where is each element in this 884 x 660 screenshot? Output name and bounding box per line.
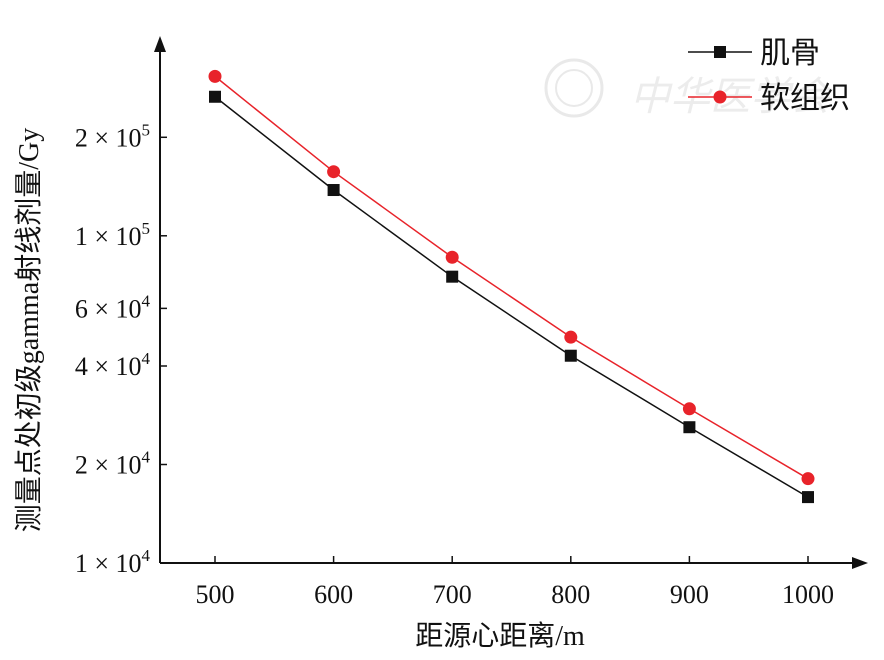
data-point [208,69,222,83]
x-tick-label: 900 [670,580,709,609]
y-tick-label: 2 × 104 [75,448,151,480]
x-tick-label: 1000 [782,580,834,609]
data-point [327,184,340,197]
legend-marker [714,46,726,58]
legend-label: 软组织 [760,82,850,115]
data-point [327,165,341,179]
series [208,69,815,504]
ticks: 500 600 700 800 900 1000 1 × 104 2 × 104 4 × 104… [75,120,834,609]
y-axis-arrow [154,36,166,52]
y-tick-label: 4 × 104 [75,349,151,381]
series-line [214,75,809,480]
data-point [682,402,696,416]
x-axis-label: 距源心距离/m [415,620,585,652]
series-line [214,96,809,498]
y-tick-label: 1 × 104 [75,546,151,578]
x-axis-arrow [852,557,868,569]
data-point [564,330,578,344]
axes [154,36,868,569]
x-tick-label: 800 [551,580,590,609]
data-point [801,472,815,486]
data-point [445,250,459,264]
y-axis-label: 测量点处初级gamma射线剂量/Gy [13,128,45,532]
y-tick-label: 2 × 105 [75,120,150,152]
data-point [209,90,221,103]
y-tick-label: 6 × 104 [75,291,151,323]
x-tick-label: 500 [196,580,235,609]
x-tick-label: 700 [433,580,472,609]
data-point [802,491,814,504]
legend-label: 肌骨 [760,37,820,70]
data-point [683,421,696,434]
data-point [446,270,459,283]
x-tick-label: 600 [314,580,353,609]
legend-marker [713,90,727,104]
data-point [564,349,577,362]
y-tick-label: 1 × 105 [75,219,150,251]
